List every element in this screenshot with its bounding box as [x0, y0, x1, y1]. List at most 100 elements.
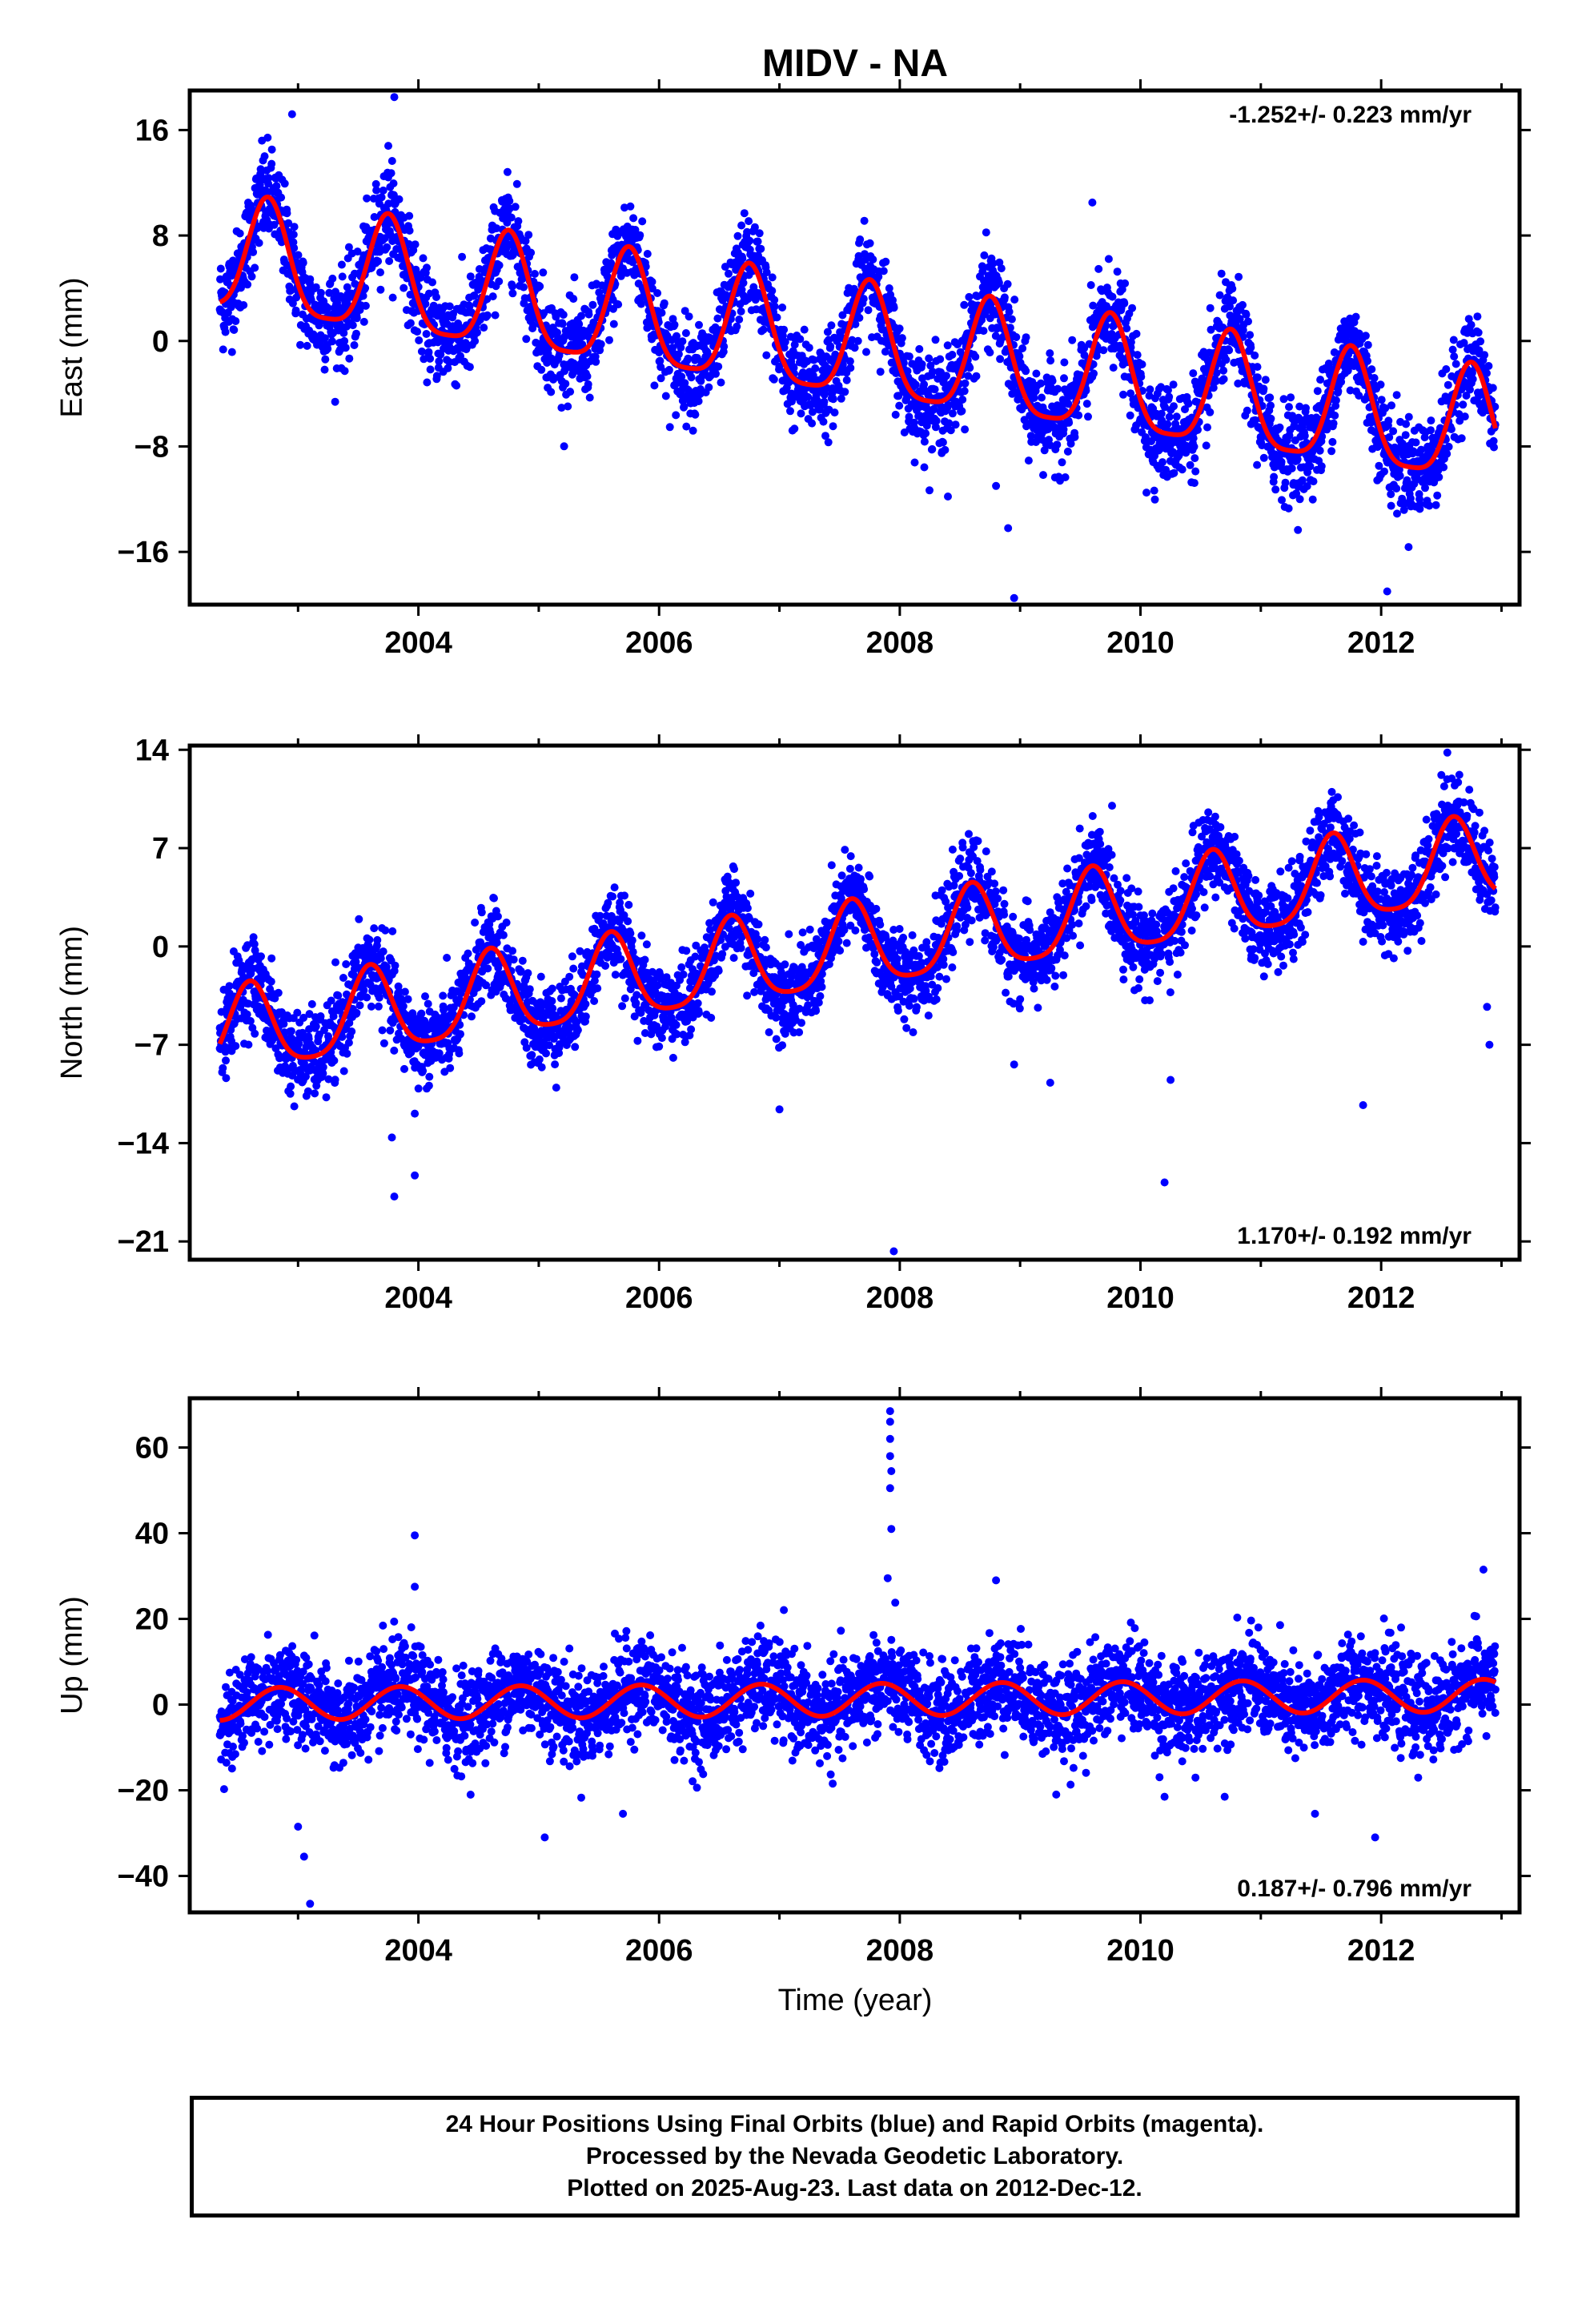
position-point — [1070, 432, 1079, 441]
position-point — [689, 426, 697, 435]
position-point — [328, 274, 337, 283]
position-point — [322, 1093, 331, 1102]
position-point — [505, 197, 514, 205]
position-point — [499, 931, 508, 939]
position-point — [1239, 300, 1247, 309]
position-point — [549, 373, 558, 382]
position-point — [464, 949, 472, 958]
position-point — [1363, 340, 1372, 349]
position-point — [400, 987, 409, 996]
position-point — [339, 328, 348, 337]
position-point — [1229, 296, 1238, 305]
y-axis-label-east: East (mm) — [55, 277, 89, 417]
position-point — [673, 332, 681, 340]
position-point — [379, 1039, 388, 1047]
position-point — [323, 304, 332, 312]
position-point — [388, 927, 397, 935]
position-point — [439, 991, 448, 1000]
position-point — [260, 152, 269, 161]
position-point — [1022, 367, 1030, 376]
position-point — [1287, 393, 1295, 402]
data-point — [944, 493, 952, 501]
position-point — [670, 320, 679, 329]
position-point — [889, 304, 898, 312]
position-point — [235, 229, 244, 238]
position-point — [307, 999, 316, 1008]
position-point — [444, 364, 452, 372]
position-point — [361, 283, 370, 292]
position-point — [359, 292, 367, 300]
position-point — [219, 1063, 227, 1072]
position-point — [219, 345, 227, 354]
position-point — [311, 1022, 320, 1031]
position-point — [796, 335, 805, 344]
position-point — [518, 956, 527, 965]
position-point — [1316, 376, 1325, 384]
position-point — [945, 419, 954, 428]
position-point — [1054, 384, 1062, 393]
position-point — [1094, 264, 1103, 273]
position-point — [361, 301, 370, 310]
position-point — [1442, 365, 1451, 373]
position-point — [1215, 291, 1224, 300]
data-point — [390, 93, 399, 102]
position-point — [272, 182, 281, 191]
position-point — [1219, 375, 1228, 384]
position-point — [1484, 362, 1493, 370]
position-point — [1294, 525, 1303, 534]
position-point — [370, 924, 379, 933]
position-point — [879, 267, 888, 275]
position-point — [1295, 495, 1304, 504]
position-point — [293, 1008, 302, 1017]
position-point — [419, 254, 428, 263]
position-point — [280, 179, 289, 188]
position-point — [343, 283, 351, 292]
position-point — [1010, 296, 1019, 304]
position-point — [773, 313, 781, 322]
position-point — [495, 277, 504, 286]
position-point — [539, 268, 548, 277]
position-point — [385, 257, 394, 265]
position-point — [808, 419, 817, 428]
position-point — [488, 292, 497, 301]
position-point — [1003, 279, 1012, 288]
position-point — [342, 960, 351, 968]
position-point — [800, 325, 809, 334]
position-point — [473, 328, 481, 337]
position-point — [925, 354, 934, 363]
position-point — [274, 988, 283, 997]
position-point — [869, 255, 877, 263]
data-point — [498, 247, 507, 255]
position-point — [1278, 496, 1286, 505]
x-tick-label: 2010 — [1106, 626, 1174, 660]
position-point — [1253, 460, 1262, 469]
position-point — [891, 410, 900, 419]
position-point — [596, 340, 605, 348]
position-point — [426, 365, 435, 374]
position-point — [376, 954, 385, 963]
position-point — [417, 347, 426, 356]
position-point — [391, 961, 400, 970]
position-point — [411, 240, 420, 249]
position-point — [733, 322, 741, 331]
position-point — [257, 952, 265, 961]
position-point — [339, 974, 347, 982]
position-point — [864, 306, 873, 315]
position-point — [629, 214, 638, 223]
position-point — [1046, 356, 1055, 365]
position-point — [377, 193, 386, 202]
position-point — [289, 230, 298, 239]
position-point — [524, 969, 532, 978]
x-tick-label: 2008 — [866, 626, 934, 660]
position-point — [531, 270, 539, 278]
position-point — [1128, 304, 1137, 312]
position-point — [387, 157, 396, 165]
position-point — [536, 972, 545, 981]
position-point — [641, 262, 650, 271]
position-point — [960, 387, 969, 396]
position-point — [1300, 432, 1309, 440]
position-point — [1363, 356, 1371, 365]
position-point — [721, 263, 729, 271]
